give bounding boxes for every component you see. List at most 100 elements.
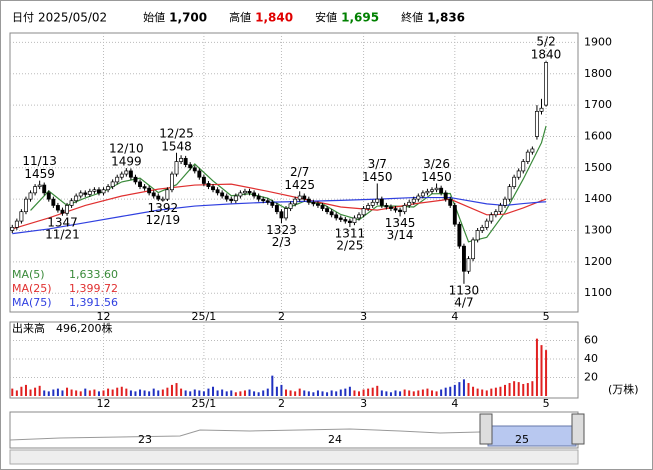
volume-bar [212, 386, 215, 396]
volume-bar [394, 390, 397, 396]
candle-body [375, 198, 380, 203]
annotation-date: 2/7 [290, 165, 309, 179]
candle-body [156, 195, 161, 200]
volume-bar [221, 389, 224, 396]
candle-body [247, 190, 252, 194]
candle-body [10, 227, 15, 231]
candle-body [498, 205, 503, 213]
annotation-price: 1425 [284, 178, 315, 192]
volume-bar [417, 390, 420, 396]
volume-bar [353, 390, 356, 396]
candle-body [206, 183, 211, 187]
y-tick-label: 1400 [584, 192, 612, 205]
volume-bar [93, 389, 96, 396]
candle-body [46, 192, 51, 200]
candle-body [407, 201, 412, 206]
volume-bar [202, 391, 205, 396]
navigator-label: 24 [328, 433, 342, 446]
candle-body [151, 192, 156, 197]
header-value: 1,695 [341, 11, 379, 25]
candle-body [74, 195, 79, 202]
volume-bar [266, 388, 269, 396]
volume-bar [11, 388, 14, 396]
candle-body [215, 189, 220, 194]
annotation-date: 12/25 [159, 126, 194, 140]
candle-body [347, 220, 352, 224]
candle-body [92, 189, 97, 192]
legend-name: MA(25) [12, 282, 52, 295]
volume-bar [344, 388, 347, 396]
scrollbar[interactable] [9, 449, 579, 465]
annotation-price: 1450 [421, 170, 452, 184]
candle-body [475, 230, 480, 241]
volume-bar [367, 388, 370, 396]
y-tick-label: 1500 [584, 161, 612, 174]
y-tick-label: 1200 [584, 255, 612, 268]
volume-bar [316, 390, 319, 396]
volume-bar [481, 389, 484, 396]
volume-bar [193, 389, 196, 396]
volume-bar [535, 338, 538, 396]
volume-bar [285, 389, 288, 396]
volume-bar [56, 388, 59, 396]
candle-body [398, 209, 403, 213]
candle-body [229, 198, 234, 202]
candle-body [138, 181, 142, 187]
candle-body [539, 107, 544, 112]
navigator-selection[interactable] [487, 425, 577, 447]
volume-bar [234, 392, 237, 396]
candle-body [115, 176, 120, 183]
volume-bar [412, 391, 415, 396]
legend-value: 1,399.72 [69, 282, 118, 295]
annotation-date: 12/19 [146, 213, 181, 227]
volume-bar [504, 384, 507, 396]
candle-body [534, 111, 539, 137]
volume-bar [152, 388, 155, 396]
volume-bar [440, 389, 443, 396]
candle-body [320, 205, 325, 209]
candle-body [525, 151, 530, 162]
candle-body [60, 209, 65, 214]
candle-body [142, 186, 147, 189]
annotation-price: 1311 [335, 227, 366, 241]
candle-body [461, 245, 466, 272]
candle-body [370, 201, 375, 206]
candle-body [416, 195, 421, 200]
candle-body [471, 239, 476, 260]
volume-bar [134, 391, 137, 396]
candle-body [325, 208, 330, 213]
candle-body [224, 195, 229, 200]
candle-body [425, 190, 430, 194]
volume-bar [66, 387, 69, 396]
candle-body [297, 195, 302, 200]
candle-body [211, 186, 215, 191]
candle-body [197, 170, 202, 178]
candle-body [343, 219, 348, 222]
annotation-date: 11/21 [45, 227, 80, 241]
volume-bar [462, 379, 465, 396]
navigator-handle-left[interactable] [479, 413, 493, 445]
header-value: 1,836 [427, 11, 465, 25]
candle-body [466, 258, 471, 272]
candle-body [411, 198, 416, 203]
volume-bar [129, 390, 132, 396]
volume-bar [166, 387, 169, 396]
volume-bar [499, 386, 502, 396]
volume-bar [348, 386, 351, 396]
candle-body [334, 214, 339, 219]
volume-bar [321, 391, 324, 396]
y-tick-label: 60 [584, 334, 598, 347]
x-tick-label: 4 [451, 310, 458, 323]
volume-bar [88, 390, 91, 396]
volume-unit: (万株) [608, 382, 639, 396]
volume-bar [143, 390, 146, 396]
volume-bar [307, 391, 310, 396]
candle-body [183, 158, 188, 166]
volume-bar [490, 388, 493, 396]
volume-bar [526, 383, 529, 396]
volume-bar [248, 389, 251, 396]
x-tick-label: 5 [543, 397, 550, 410]
navigator-handle-right[interactable] [571, 413, 585, 445]
annotation-price: 1840 [531, 48, 562, 62]
